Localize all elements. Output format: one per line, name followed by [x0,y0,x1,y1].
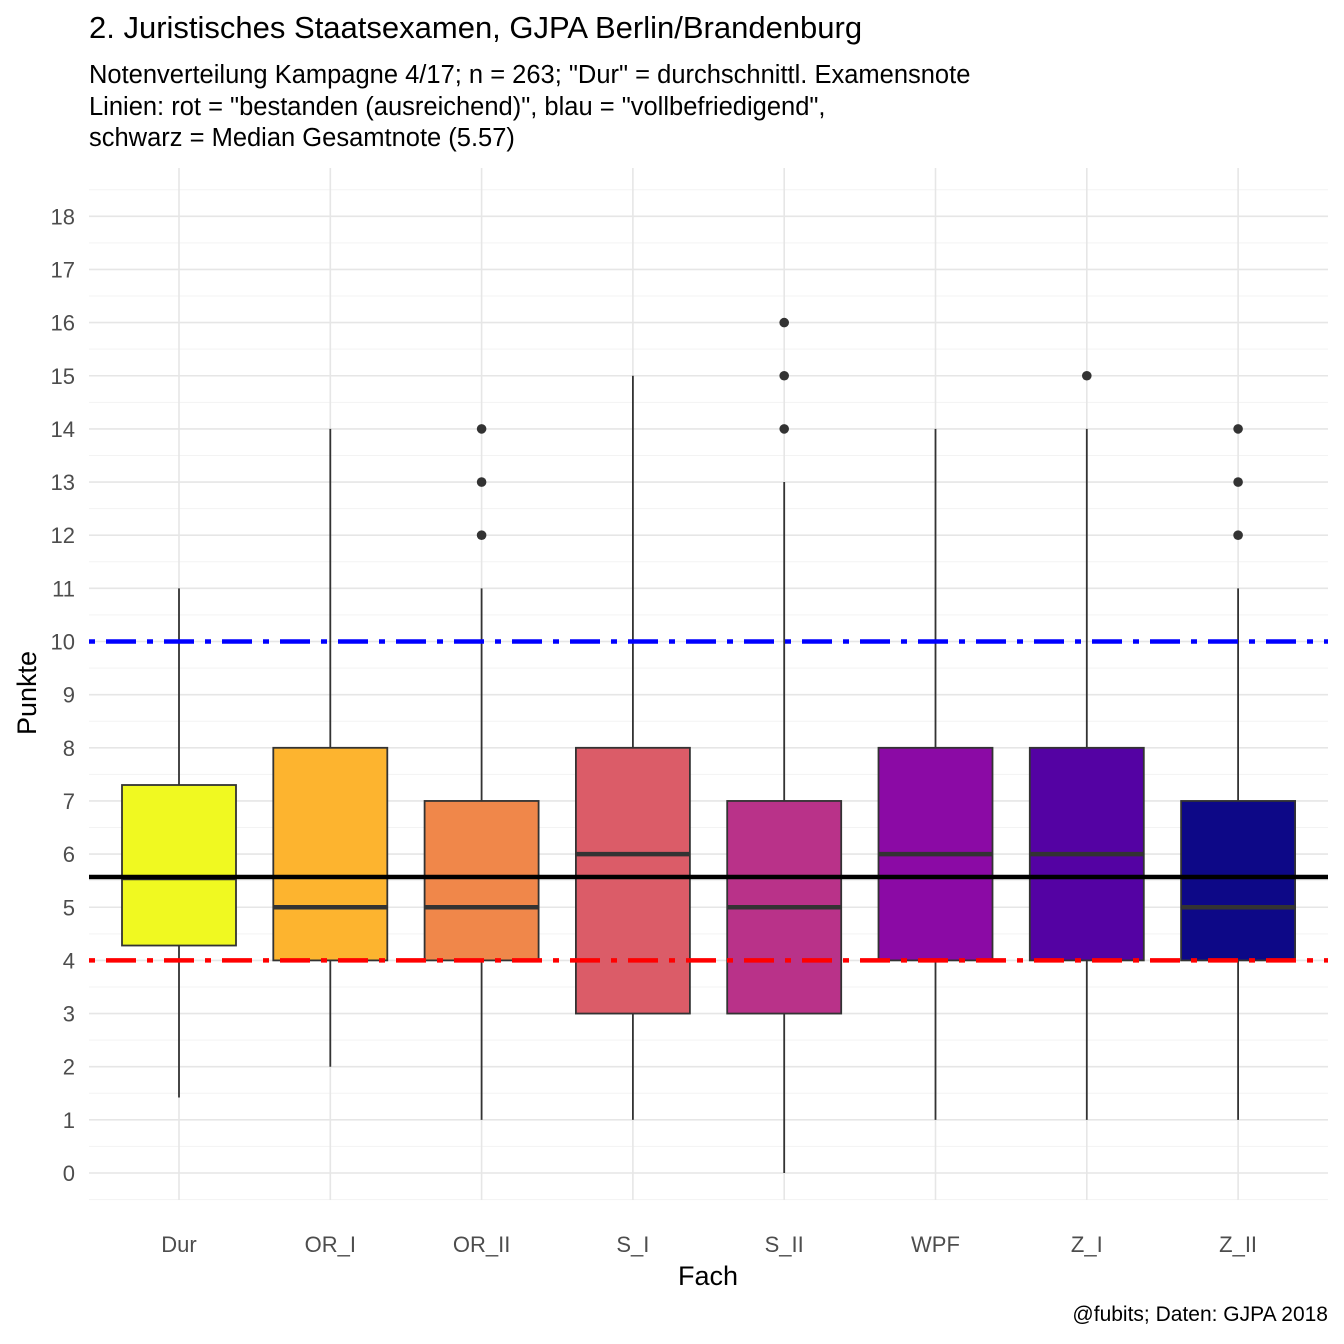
y-tick-label: 13 [51,470,75,495]
x-tick-label: Z_I [1071,1232,1103,1257]
y-tick-label: 0 [63,1161,75,1186]
y-tick-label: 16 [51,311,75,336]
subtitle-line-1: Notenverteilung Kampagne 4/17; n = 263; … [89,61,971,89]
x-tick-label: OR_II [453,1232,510,1257]
whiskers [178,375,1239,1173]
outlier-point [476,477,487,487]
y-tick-label: 8 [63,736,75,761]
grid-lines [89,168,1328,1201]
y-tick-label: 14 [51,417,75,442]
x-tick-label: Z_II [1219,1232,1257,1257]
outlier-point [779,424,789,434]
y-tick-label: 3 [63,1002,75,1027]
y-tick-label: 6 [63,842,75,867]
x-tick-label: Dur [161,1232,196,1257]
box-Dur [121,784,237,947]
subtitle-line-2: Linien: rot = "bestanden (ausreichend)",… [89,92,826,121]
outlier-point [1233,530,1243,540]
subtitle-line-3: schwarz = Median Gesamtnote (5.57) [89,124,515,152]
y-tick-label: 11 [52,576,75,601]
x-axis-ticks: Dur OR_I OR_II S_I S_II WPF Z_I Z_II [161,1232,1257,1257]
x-tick-label: S_I [616,1232,649,1257]
y-tick-label: 9 [63,683,75,708]
y-axis-title: Punkte [12,651,42,735]
boxes [121,746,1296,1015]
outlier-point [1233,424,1243,434]
box-S_I [575,746,691,1015]
outlier-point [476,530,487,540]
y-tick-label: 4 [63,948,75,973]
y-tick-label: 7 [63,789,75,814]
chart-title: 2. Juristisches Staatsexamen, GJPA Berli… [89,10,863,45]
outlier-point [476,424,487,434]
y-tick-label: 17 [51,257,75,282]
reference-lines [89,639,1328,963]
outlier-point [779,317,789,328]
y-tick-label: 10 [51,630,75,655]
x-tick-label: OR_I [305,1232,356,1257]
box-Z_II [1180,800,1296,962]
x-tick-label: WPF [911,1232,960,1257]
y-tick-label: 1 [63,1108,75,1133]
outlier-point [779,370,789,381]
outlier-points [476,317,1243,540]
x-tick-label: S_II [765,1232,804,1257]
outlier-point [1082,370,1092,381]
outlier-point [1233,477,1243,487]
x-axis-title: Fach [678,1261,738,1291]
y-tick-label: 12 [51,523,75,548]
y-tick-label: 2 [63,1055,75,1080]
chart-subtitle: Notenverteilung Kampagne 4/17; n = 263; … [89,60,970,155]
y-tick-label: 5 [63,895,75,920]
box-OR_I [272,746,389,962]
y-tick-label: 18 [51,204,75,229]
chart-caption: @fubits; Daten: GJPA 2018 [1072,1303,1328,1326]
box-OR_II [423,800,540,962]
y-tick-label: 15 [51,364,75,389]
